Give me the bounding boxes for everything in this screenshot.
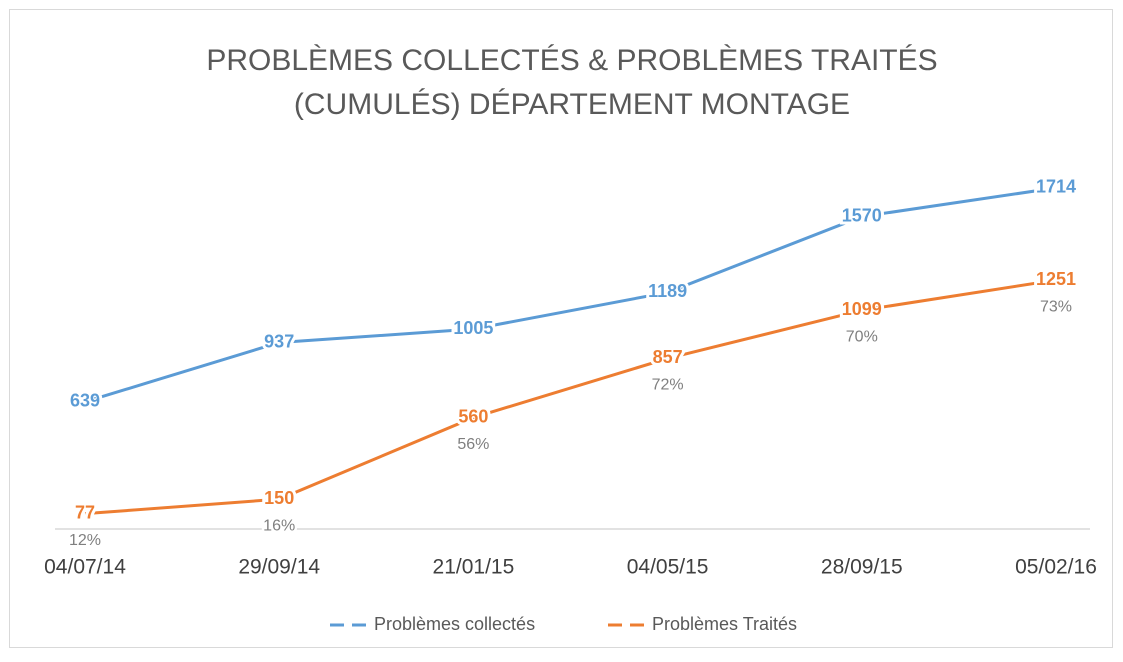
- data-label: 560: [458, 406, 488, 426]
- percent-label: 73%: [1040, 298, 1072, 315]
- percent-label: 12%: [69, 532, 101, 549]
- percent-label: 56%: [457, 436, 489, 453]
- x-tick-label: 28/09/15: [821, 556, 903, 579]
- x-tick-label: 29/09/14: [238, 556, 320, 579]
- data-label: 1099: [842, 299, 882, 319]
- data-label: 1005: [453, 318, 493, 338]
- data-label: 857: [653, 347, 683, 367]
- x-tick-label: 21/01/15: [433, 556, 515, 579]
- percent-label: 16%: [263, 517, 295, 534]
- data-label: 1189: [648, 281, 687, 301]
- legend-label: Problèmes collectés: [374, 614, 535, 634]
- data-label: 77: [75, 502, 95, 522]
- chart-border: [9, 9, 1113, 648]
- data-label: 1570: [842, 205, 882, 225]
- data-label: 1251: [1036, 269, 1076, 289]
- chart-subtitle: (CUMULÉS) DÉPARTEMENT MONTAGE: [294, 88, 850, 121]
- legend-label: Problèmes Traités: [652, 614, 797, 634]
- data-label: 150: [264, 488, 294, 508]
- x-tick-label: 04/05/15: [627, 556, 709, 579]
- percent-label: 72%: [652, 377, 684, 394]
- line: [84, 186, 1057, 404]
- x-tick-label: 05/02/16: [1015, 556, 1097, 579]
- data-label: 1714: [1036, 177, 1076, 197]
- x-tick-label: 04/07/14: [44, 556, 126, 579]
- line: [84, 278, 1057, 516]
- data-label: 639: [70, 391, 100, 411]
- data-label: 937: [264, 331, 294, 351]
- percent-label: 70%: [846, 329, 878, 346]
- chart-title: PROBLÈMES COLLECTÉS & PROBLÈMES TRAITÉS: [206, 44, 937, 77]
